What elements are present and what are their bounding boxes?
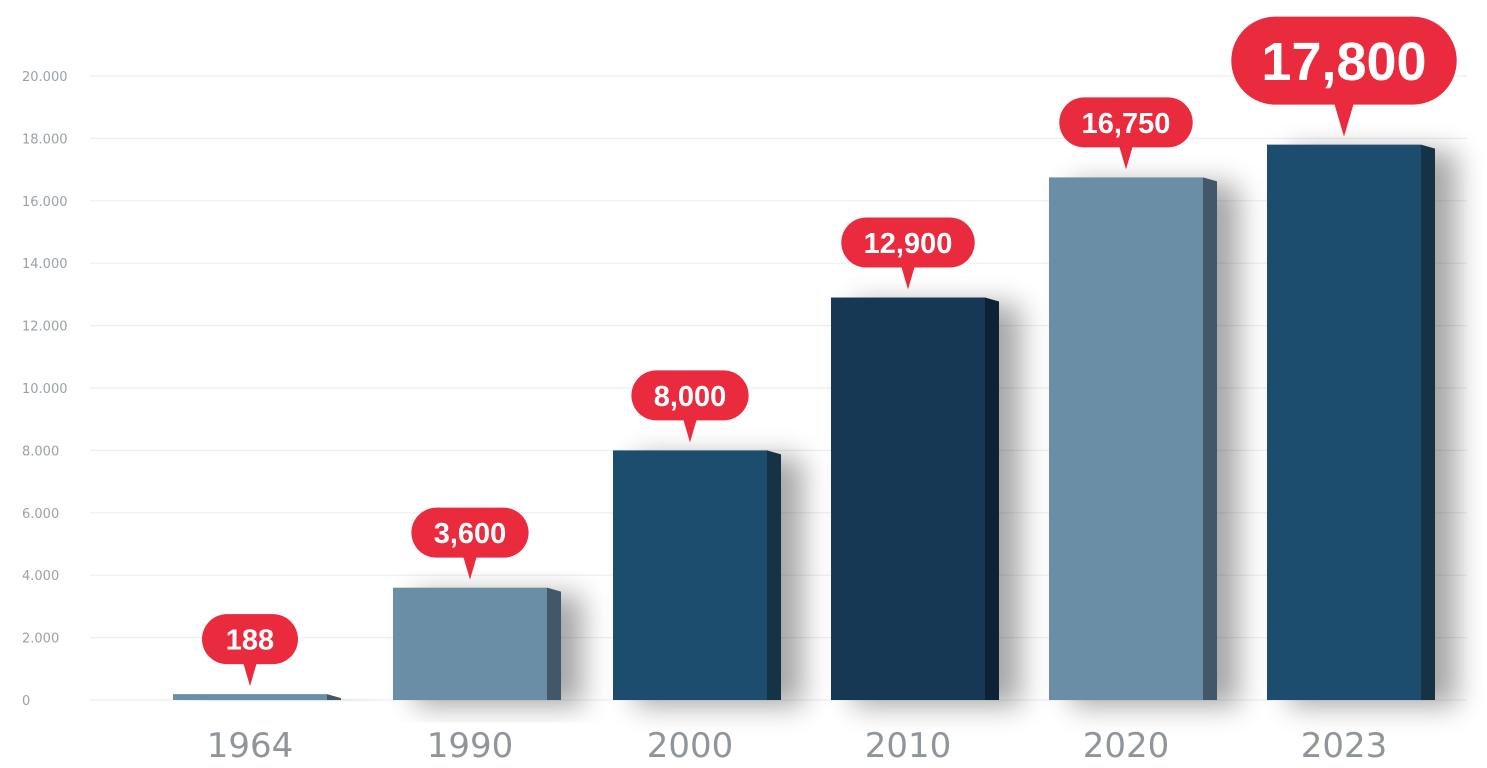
callout-pointer (901, 265, 915, 290)
callout-bubble (202, 614, 298, 665)
data-label: 16,750 (1082, 108, 1171, 140)
bar-2010 (831, 297, 999, 700)
x-tick-label: 2023 (1301, 726, 1388, 766)
bar-1964 (173, 694, 341, 700)
bar-2020 (1049, 177, 1217, 700)
bars (173, 144, 1435, 700)
x-tick-label: 2010 (865, 726, 952, 766)
bar-2000 (613, 450, 781, 700)
callout-bubble (841, 217, 975, 268)
y-tick-label: 2.000 (22, 632, 59, 647)
bar-front (831, 297, 985, 700)
callout-bubble (631, 370, 749, 421)
value-callout: 3,600 (411, 507, 529, 580)
callout-pointer (243, 662, 257, 687)
callout-bubble (1231, 16, 1457, 105)
bar-2023 (1267, 144, 1435, 700)
x-tick-label: 2020 (1083, 726, 1170, 766)
x-axis: 1964 1990 2000 2010 2020 2023 (207, 726, 1388, 766)
value-callouts: 188 3,600 8,000 12,900 16,750 17,800 (202, 16, 1457, 687)
bar-front (1049, 177, 1203, 700)
value-callout: 12,900 (841, 217, 975, 290)
y-tick-label: 16.000 (22, 195, 68, 210)
bar-side (1421, 144, 1435, 700)
data-label: 188 (226, 625, 274, 657)
x-tick-label: 2000 (647, 726, 734, 766)
y-tick-label: 14.000 (22, 257, 68, 272)
y-tick-label: 10.000 (22, 382, 68, 397)
callout-bubble (411, 507, 529, 558)
bar-side (1203, 177, 1217, 700)
y-tick-label: 4.000 (22, 569, 59, 584)
y-tick-label: 20.000 (22, 70, 68, 85)
bar-side (327, 694, 341, 700)
callout-bubble (1059, 97, 1193, 148)
y-tick-label: 12.000 (22, 320, 68, 335)
callout-pointer (1119, 145, 1133, 170)
data-label: 17,800 (1261, 32, 1426, 92)
callout-pointer (463, 555, 477, 580)
bar-side (767, 450, 781, 700)
bar-front (1267, 144, 1421, 700)
value-callout: 188 (202, 614, 298, 687)
bar-front (173, 694, 327, 700)
y-tick-label: 0 (22, 694, 30, 709)
bar-front (393, 587, 547, 700)
y-tick-label: 8.000 (22, 444, 59, 459)
bar-side (985, 297, 999, 700)
data-label: 3,600 (434, 518, 507, 550)
bar-1990 (393, 587, 561, 700)
bar-side (547, 587, 561, 700)
value-callout: 16,750 (1059, 97, 1193, 170)
y-tick-label: 6.000 (22, 507, 59, 522)
y-axis: 0 2.000 4.000 6.000 8.000 10.000 12.000 14.000 1… (22, 70, 68, 709)
y-tick-label: 18.000 (22, 132, 68, 147)
data-label: 12,900 (864, 228, 953, 260)
x-tick-label: 1964 (207, 726, 294, 766)
value-callout: 17,800 (1231, 16, 1457, 137)
bar-front (613, 450, 767, 700)
x-tick-label: 1990 (427, 726, 514, 766)
data-label: 8,000 (654, 381, 727, 413)
callout-pointer (1334, 102, 1354, 137)
value-callout: 8,000 (631, 370, 749, 443)
callout-pointer (683, 418, 697, 443)
gridlines (90, 75, 1467, 701)
